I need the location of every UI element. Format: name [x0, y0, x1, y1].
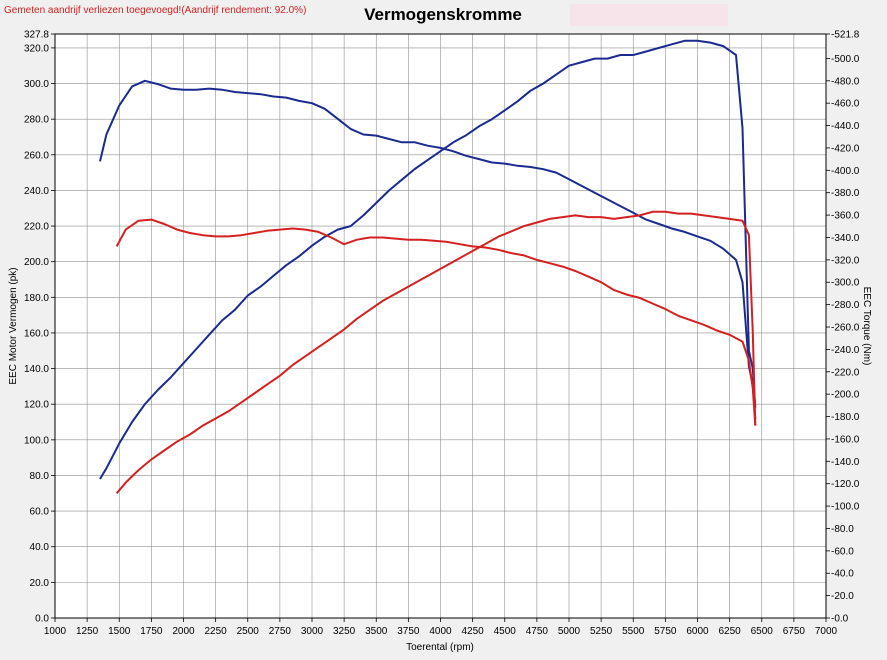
red-torque-curve	[115, 218, 757, 426]
left-tick-label: 40.0	[30, 542, 50, 553]
right-tick-label: -140.0	[831, 457, 860, 468]
x-tick-label: 1500	[108, 626, 131, 637]
right-tick-label: -20.0	[831, 591, 854, 602]
right-tick-label: -0.0	[831, 614, 849, 625]
x-tick-label: 3250	[333, 626, 356, 637]
left-tick-label: 80.0	[30, 471, 50, 482]
left-tick-label: 100.0	[24, 435, 49, 446]
left-tick-label: 220.0	[24, 222, 49, 233]
right-tick-label: -60.0	[831, 546, 854, 557]
x-tick-label: 3500	[365, 626, 388, 637]
series-layer	[99, 39, 757, 494]
right-tick-label: -500.0	[831, 54, 860, 65]
right-tick-label: -80.0	[831, 524, 854, 535]
blue-torque-curve	[99, 79, 757, 419]
right-tick-label: -220.0	[831, 367, 860, 378]
right-tick-label: -300.0	[831, 278, 860, 289]
left-tick-label: 60.0	[30, 507, 50, 518]
chart-title: Vermogenskromme	[364, 5, 522, 24]
x-tick-label: 4250	[462, 626, 485, 637]
left-tick-label: 200.0	[24, 257, 49, 268]
x-tick-label: 1000	[44, 626, 67, 637]
x-tick-label: 5000	[558, 626, 581, 637]
right-tick-label: -340.0	[831, 233, 860, 244]
left-tick-label: 140.0	[24, 364, 49, 375]
right-tick-label: -200.0	[831, 390, 860, 401]
grid-lines	[55, 34, 826, 618]
right-tick-label: -180.0	[831, 412, 860, 423]
right-tick-label: -40.0	[831, 569, 854, 580]
left-tick-label: 320.0	[24, 43, 49, 54]
x-tick-label: 3000	[301, 626, 324, 637]
x-tick-label: 5500	[622, 626, 645, 637]
x-tick-label: 1750	[140, 626, 163, 637]
left-tick-label: 160.0	[24, 328, 49, 339]
right-axis-ticks: -0.0 -20.0 -40.0 -60.0 -80.0 -100.0 -120.0 -140…	[826, 30, 860, 625]
left-tick-label: 20.0	[30, 578, 50, 589]
left-tick-label: 240.0	[24, 186, 49, 197]
x-tick-label: 7000	[815, 626, 838, 637]
right-tick-label: -521.8	[831, 30, 860, 41]
right-tick-label: -260.0	[831, 323, 860, 334]
x-tick-label: 6000	[686, 626, 709, 637]
right-tick-label: -460.0	[831, 99, 860, 110]
left-tick-label: 120.0	[24, 400, 49, 411]
left-tick-label: 280.0	[24, 115, 49, 126]
drivetrain-loss-note: Gemeten aandrijf verliezen toegevoegd!(A…	[4, 5, 306, 16]
x-tick-label: 2000	[172, 626, 195, 637]
right-tick-label: -400.0	[831, 166, 860, 177]
right-tick-label: -380.0	[831, 188, 860, 199]
x-axis-label: Toerental (rpm)	[406, 642, 474, 653]
right-tick-label: -240.0	[831, 345, 860, 356]
right-tick-label: -160.0	[831, 434, 860, 445]
right-tick-label: -320.0	[831, 255, 860, 266]
x-tick-label: 6750	[783, 626, 806, 637]
right-tick-label: -280.0	[831, 300, 860, 311]
x-tick-label: 2750	[269, 626, 292, 637]
blue-power-curve	[99, 39, 757, 480]
left-tick-label: 0.0	[35, 614, 49, 625]
right-tick-label: -420.0	[831, 143, 860, 154]
red-power-curve	[115, 210, 757, 494]
x-tick-label: 6500	[751, 626, 774, 637]
x-tick-label: 4500	[494, 626, 517, 637]
left-tick-label: 260.0	[24, 150, 49, 161]
right-tick-label: -480.0	[831, 76, 860, 87]
right-tick-label: -360.0	[831, 211, 860, 222]
left-tick-label: 327.8	[24, 30, 49, 41]
right-axis-label: EEC Torque (Nm)	[861, 287, 872, 366]
x-tick-label: 5250	[590, 626, 613, 637]
x-tick-label: 2250	[205, 626, 228, 637]
left-axis-ticks: 0.0 20.0 40.0 60.0 80.0 100.0 120.0 140.0 160.0 1…	[24, 30, 55, 625]
right-tick-label: -120.0	[831, 479, 860, 490]
x-tick-label: 5750	[654, 626, 677, 637]
x-tick-label: 3750	[397, 626, 420, 637]
x-tick-label: 4000	[429, 626, 452, 637]
left-tick-label: 180.0	[24, 293, 49, 304]
right-tick-label: -100.0	[831, 502, 860, 513]
left-axis-label: EEC Motor Vermogen (pk)	[8, 267, 19, 384]
x-tick-label: 1250	[76, 626, 99, 637]
right-tick-label: -440.0	[831, 121, 860, 132]
x-tick-label: 6250	[719, 626, 742, 637]
x-tick-label: 2500	[237, 626, 260, 637]
title-box	[570, 4, 728, 26]
x-axis-ticks: 1000 1250 1500 1750 2000 2250 2500 2750 3000 3250…	[44, 618, 838, 637]
x-tick-label: 4750	[526, 626, 549, 637]
left-tick-label: 300.0	[24, 79, 49, 90]
